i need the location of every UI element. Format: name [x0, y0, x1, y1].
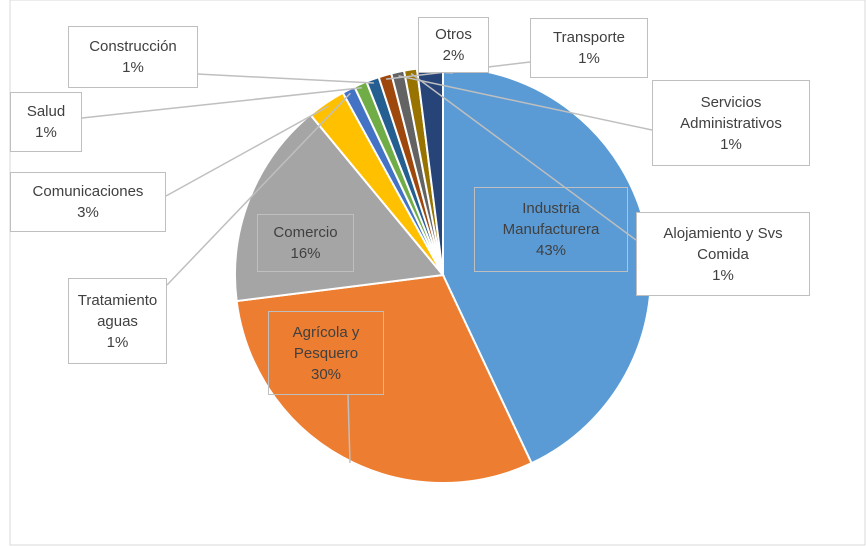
label-name: Tratamiento aguas — [77, 291, 158, 330]
label-name: Industria Manufacturera — [502, 200, 600, 238]
label-value: 1% — [712, 266, 734, 284]
data-label: Salud 1% — [10, 92, 82, 152]
label-value: 43% — [535, 242, 567, 259]
data-label: Otros 2% — [418, 17, 489, 73]
label-value: 3% — [77, 204, 99, 221]
label-value: 2% — [442, 47, 465, 64]
data-label: Tratamiento aguas 1% — [68, 278, 167, 364]
label-name: Otros — [435, 26, 472, 43]
label-name: Agrícola y Pesquero — [292, 323, 360, 362]
label-value: 1% — [106, 333, 129, 351]
leader-line — [196, 73, 374, 84]
leader-line — [347, 394, 351, 464]
label-value: 1% — [578, 50, 600, 67]
pie-slice — [235, 273, 533, 484]
data-label: Alojamiento y Svs Comida 1% — [636, 212, 810, 296]
data-label: Transporte 1% — [530, 18, 648, 78]
label-name: Comunicaciones — [32, 183, 144, 200]
label-name: Comercio — [273, 224, 338, 241]
data-label: Industria Manufacturera 43% — [474, 187, 628, 272]
data-label: Comunicaciones 3% — [10, 172, 166, 232]
leader-line — [410, 72, 637, 241]
label-value: 1% — [122, 59, 144, 76]
data-label: Servicios Administrativos 1% — [652, 80, 810, 166]
data-label: Comercio 16% — [257, 214, 354, 272]
label-value: 30% — [310, 365, 342, 383]
leader-line — [398, 75, 653, 131]
data-label: Agrícola y Pesquero 30% — [268, 311, 384, 395]
leader-line — [81, 87, 363, 119]
leader-line — [166, 92, 351, 286]
label-name: Transporte — [553, 29, 625, 46]
chart-border — [9, 0, 866, 546]
label-value: 1% — [720, 135, 742, 153]
label-name: Servicios Administrativos — [680, 93, 782, 132]
data-label: Construcción 1% — [68, 26, 198, 88]
leader-line — [165, 105, 329, 197]
label-name: Salud — [26, 103, 66, 120]
label-value: 16% — [290, 245, 321, 262]
label-name: Alojamiento y Svs Comida — [663, 224, 783, 263]
label-name: Construcción — [89, 38, 177, 55]
label-value: 1% — [35, 124, 57, 141]
